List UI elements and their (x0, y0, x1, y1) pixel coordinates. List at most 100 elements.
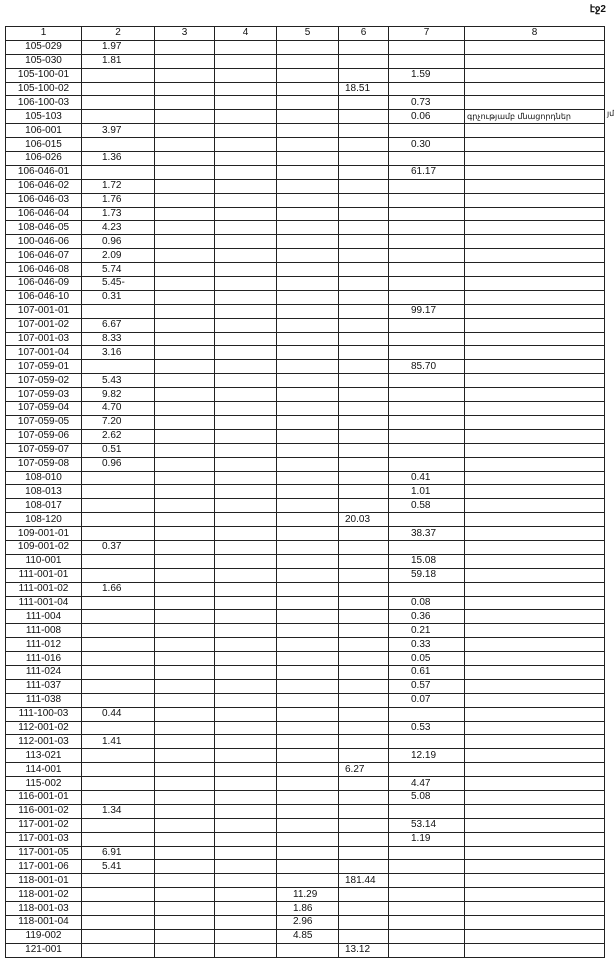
value-cell-col-6 (338, 637, 389, 653)
value-cell-col-5 (276, 484, 339, 500)
value-cell-col-7: 0.33 (388, 637, 465, 653)
row-code-cell: 111-012 (5, 637, 82, 653)
value-cell-col-5 (276, 651, 339, 666)
table-row: 107-059-01 85.70 (5, 359, 605, 375)
table-row: 106-046-01 61.17 (5, 164, 605, 180)
value-cell-col-2: 9.82 (81, 387, 155, 403)
row-code-cell: 111-024 (5, 664, 82, 680)
value-cell-col-4 (214, 359, 277, 375)
value-cell-col-4 (214, 414, 277, 430)
column-header-1: 1 (5, 26, 82, 41)
table-row: 111-004 0.36 (5, 609, 605, 625)
table-row: 106-046-10 0.31 (5, 289, 605, 305)
value-cell-col-6 (338, 845, 389, 861)
row-code-cell: 112-001-02 (5, 720, 82, 736)
value-cell-col-7: 38.37 (388, 526, 465, 541)
table-row: 105-103 0.06 գրչությամբ մնացորդներ (5, 109, 605, 125)
value-cell-col-5 (276, 803, 339, 819)
table-row: 111-100-03 0.44 (5, 706, 605, 722)
value-cell-col-3 (154, 248, 215, 264)
value-cell-col-3 (154, 192, 215, 208)
value-cell-col-4 (214, 81, 277, 97)
value-cell-col-4 (214, 373, 277, 389)
value-cell-col-4 (214, 220, 277, 236)
value-cell-col-4 (214, 623, 277, 639)
value-cell-col-5 (276, 637, 339, 653)
row-code-cell: 117-001-06 (5, 859, 82, 875)
value-cell-col-6 (338, 720, 389, 736)
table-row: 100-046-06 0.96 (5, 234, 605, 250)
value-cell-col-3 (154, 39, 215, 55)
value-cell-col-8 (464, 887, 605, 903)
value-cell-col-6 (338, 623, 389, 639)
row-code-cell: 107-059-07 (5, 442, 82, 458)
value-cell-col-7 (388, 220, 465, 236)
value-cell-col-6: 6.27 (338, 762, 389, 778)
value-cell-col-2: 8.33 (81, 331, 155, 347)
table-row: 107-059-02 5.43 (5, 373, 605, 389)
value-cell-col-7 (388, 262, 465, 278)
value-cell-col-2: 4.23 (81, 220, 155, 236)
value-cell-col-3 (154, 539, 215, 555)
value-cell-col-4 (214, 762, 277, 778)
value-cell-col-8 (464, 484, 605, 500)
page-number: էջ2 (589, 4, 606, 15)
value-cell-col-8 (464, 817, 605, 833)
row-code-cell: 116-001-01 (5, 789, 82, 805)
value-cell-col-4 (214, 289, 277, 305)
value-cell-col-8 (464, 456, 605, 472)
table-row: 106-100-03 0.73 (5, 95, 605, 111)
value-cell-col-4 (214, 845, 277, 861)
value-cell-col-6 (338, 39, 389, 55)
value-cell-col-4 (214, 567, 277, 583)
value-cell-col-2 (81, 664, 155, 680)
value-cell-col-2: 2.62 (81, 428, 155, 444)
value-cell-col-7: 0.41 (388, 470, 465, 486)
value-cell-col-5 (276, 456, 339, 472)
value-cell-col-3 (154, 331, 215, 347)
table-row: 119-002 4.85 (5, 928, 605, 944)
value-cell-col-2 (81, 95, 155, 111)
value-cell-col-7: 0.61 (388, 664, 465, 680)
value-cell-col-2: 5.41 (81, 859, 155, 875)
value-cell-col-4 (214, 192, 277, 208)
value-cell-col-7: 0.57 (388, 678, 465, 694)
value-cell-col-2 (81, 526, 155, 541)
value-cell-col-4 (214, 234, 277, 250)
value-cell-col-7 (388, 387, 465, 403)
value-cell-col-5 (276, 262, 339, 278)
value-cell-col-5 (276, 595, 339, 611)
value-cell-col-3 (154, 484, 215, 500)
value-cell-col-7 (388, 81, 465, 97)
value-cell-col-5 (276, 67, 339, 83)
value-cell-col-5 (276, 512, 339, 528)
value-cell-col-3 (154, 734, 215, 750)
value-cell-col-2: 0.51 (81, 442, 155, 458)
value-cell-col-2: 0.37 (81, 539, 155, 555)
value-cell-col-8 (464, 734, 605, 750)
value-cell-col-4 (214, 678, 277, 694)
row-code-cell: 107-059-05 (5, 414, 82, 430)
value-cell-col-8 (464, 303, 605, 319)
value-cell-col-8 (464, 915, 605, 930)
value-cell-col-6 (338, 498, 389, 514)
value-cell-col-4 (214, 817, 277, 833)
value-cell-col-6 (338, 345, 389, 361)
row-code-cell: 110-001 (5, 553, 82, 569)
value-cell-col-7 (388, 539, 465, 555)
table-row: 116-001-02 1.34 (5, 803, 605, 819)
value-cell-col-2 (81, 164, 155, 180)
value-cell-col-7 (388, 803, 465, 819)
value-cell-col-7: 4.47 (388, 776, 465, 791)
value-cell-col-5 (276, 831, 339, 847)
value-cell-col-8 (464, 720, 605, 736)
value-cell-col-8 (464, 539, 605, 555)
value-cell-col-5 (276, 720, 339, 736)
value-cell-col-6 (338, 581, 389, 597)
row-code-cell: 118-001-02 (5, 887, 82, 903)
value-cell-col-6 (338, 664, 389, 680)
table-row: 106-046-08 5.74 (5, 262, 605, 278)
row-code-cell: 118-001-01 (5, 873, 82, 889)
value-cell-col-6 (338, 887, 389, 903)
